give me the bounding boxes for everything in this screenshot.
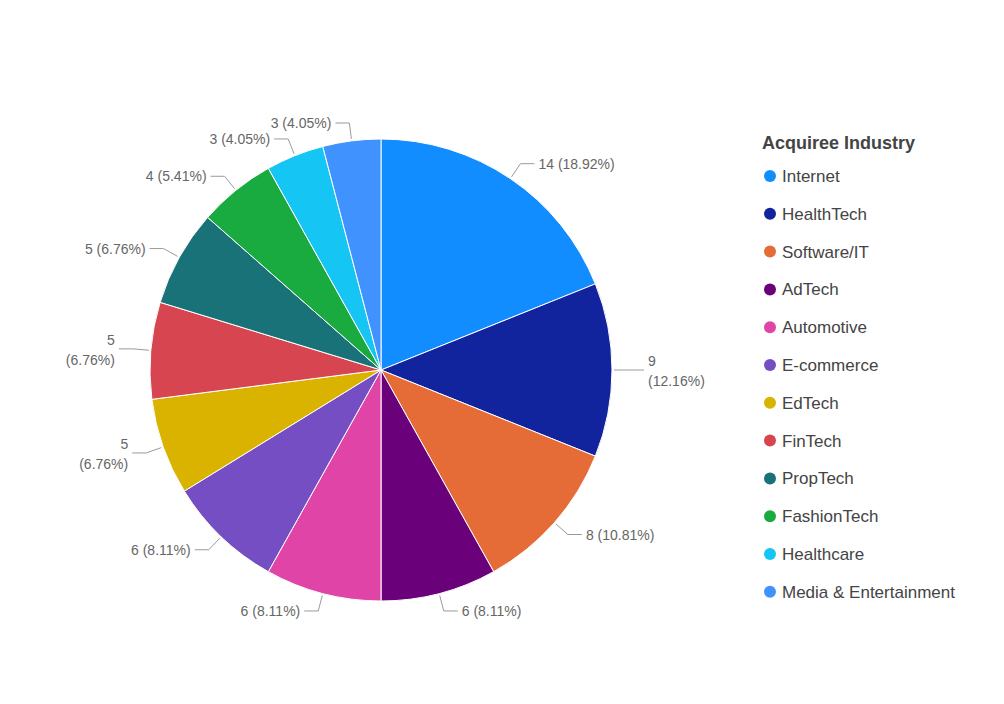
data-label-line: 9 (648, 353, 656, 369)
data-label-line: (6.76%) (66, 352, 115, 368)
legend-swatch (764, 548, 776, 560)
legend-swatch (764, 359, 776, 371)
legend-swatch (764, 510, 776, 522)
data-label-line: 5 (107, 332, 115, 348)
data-label: 5 (6.76%) (79, 436, 128, 472)
legend-swatch (764, 170, 776, 182)
legend-label: Software/IT (782, 243, 869, 262)
leader-line (511, 164, 534, 177)
data-label: 3 (4.05%) (271, 115, 332, 131)
legend-swatch (764, 246, 776, 258)
leader-line (211, 176, 235, 188)
legend-swatch (764, 397, 776, 409)
leader-line (440, 595, 458, 610)
leader-line (195, 538, 220, 550)
chart: 14 (18.92%) 9 (12.16%) 8 (10.81%) 6 (8.11%) 6… (0, 0, 1004, 704)
leader-line (614, 370, 644, 371)
legend-label: AdTech (782, 280, 839, 299)
data-label: 5 (6.76%) (85, 241, 146, 257)
legend-title: Acquiree Industry (762, 133, 915, 153)
legend-label: Automotive (782, 318, 867, 337)
legend-label: FinTech (782, 432, 842, 451)
legend-swatch (764, 208, 776, 220)
leader-line (119, 349, 149, 350)
legend-label: EdTech (782, 394, 839, 413)
data-label: 5 (6.76%) (66, 332, 115, 368)
data-label: 6 (8.11%) (131, 542, 191, 558)
data-label: 9 (12.16%) (648, 353, 705, 389)
leader-line (556, 524, 582, 535)
data-label-line: 5 (120, 436, 128, 452)
leader-line (274, 139, 294, 154)
data-label: 6 (8.11%) (241, 603, 301, 619)
data-label: 8 (10.81%) (586, 527, 654, 543)
pie-slice (381, 370, 494, 601)
legend-label: FashionTech (782, 507, 878, 526)
legend-label: HealthTech (782, 205, 867, 224)
legend-label: E-commerce (782, 356, 878, 375)
legend-label: PropTech (782, 469, 854, 488)
data-label: 4 (5.41%) (146, 168, 207, 184)
legend-swatch (764, 321, 776, 333)
legend-swatch (764, 472, 776, 484)
data-label-line: (12.16%) (648, 373, 705, 389)
legend-swatch (764, 435, 776, 447)
legend-swatch (764, 586, 776, 598)
data-label: 3 (4.05%) (209, 131, 270, 147)
legend: Acquiree Industry Internet HealthTech Softw… (762, 133, 955, 602)
data-label-line: (6.76%) (79, 456, 128, 472)
leader-line (132, 448, 161, 453)
data-label: 14 (18.92%) (538, 156, 614, 172)
leader-line (150, 249, 178, 257)
pie-slice (323, 139, 381, 370)
slices (150, 139, 612, 601)
data-labels: 14 (18.92%) 9 (12.16%) 8 (10.81%) 6 (8.11%) 6… (66, 115, 705, 619)
legend-label: Healthcare (782, 545, 864, 564)
legend-label: Media & Entertainment (782, 583, 955, 602)
data-label: 6 (8.11%) (462, 603, 522, 619)
legend-label: Internet (782, 167, 840, 186)
legend-swatch (764, 283, 776, 295)
leader-line (335, 123, 351, 139)
leader-line (304, 595, 322, 610)
